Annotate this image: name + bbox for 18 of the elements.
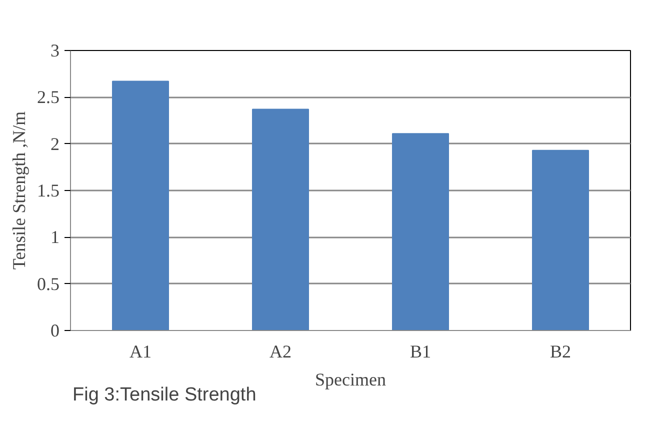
y-axis-title: Tensile Strength ,N/m [9, 111, 29, 270]
bar [532, 150, 589, 330]
x-axis-title: Specimen [315, 370, 386, 390]
caption: Fig 3:Tensile Strength [72, 384, 256, 406]
bar [252, 108, 309, 330]
bar [392, 133, 449, 330]
x-tick-label: A1 [130, 342, 152, 362]
x-tick-label: B1 [410, 342, 432, 362]
y-tick-label: 2.5 [37, 87, 60, 108]
y-tick-label: 0.5 [37, 274, 60, 294]
y-tick-label: 1.5 [37, 180, 60, 200]
x-tick-label: B2 [550, 342, 572, 362]
y-tick-label: 0 [50, 320, 60, 340]
y-tick-label: 1 [50, 227, 60, 248]
y-tick-label: 2 [50, 134, 60, 154]
y-tick-label: 3 [50, 40, 60, 60]
x-tick-label: A2 [270, 342, 292, 362]
bar [112, 80, 169, 330]
